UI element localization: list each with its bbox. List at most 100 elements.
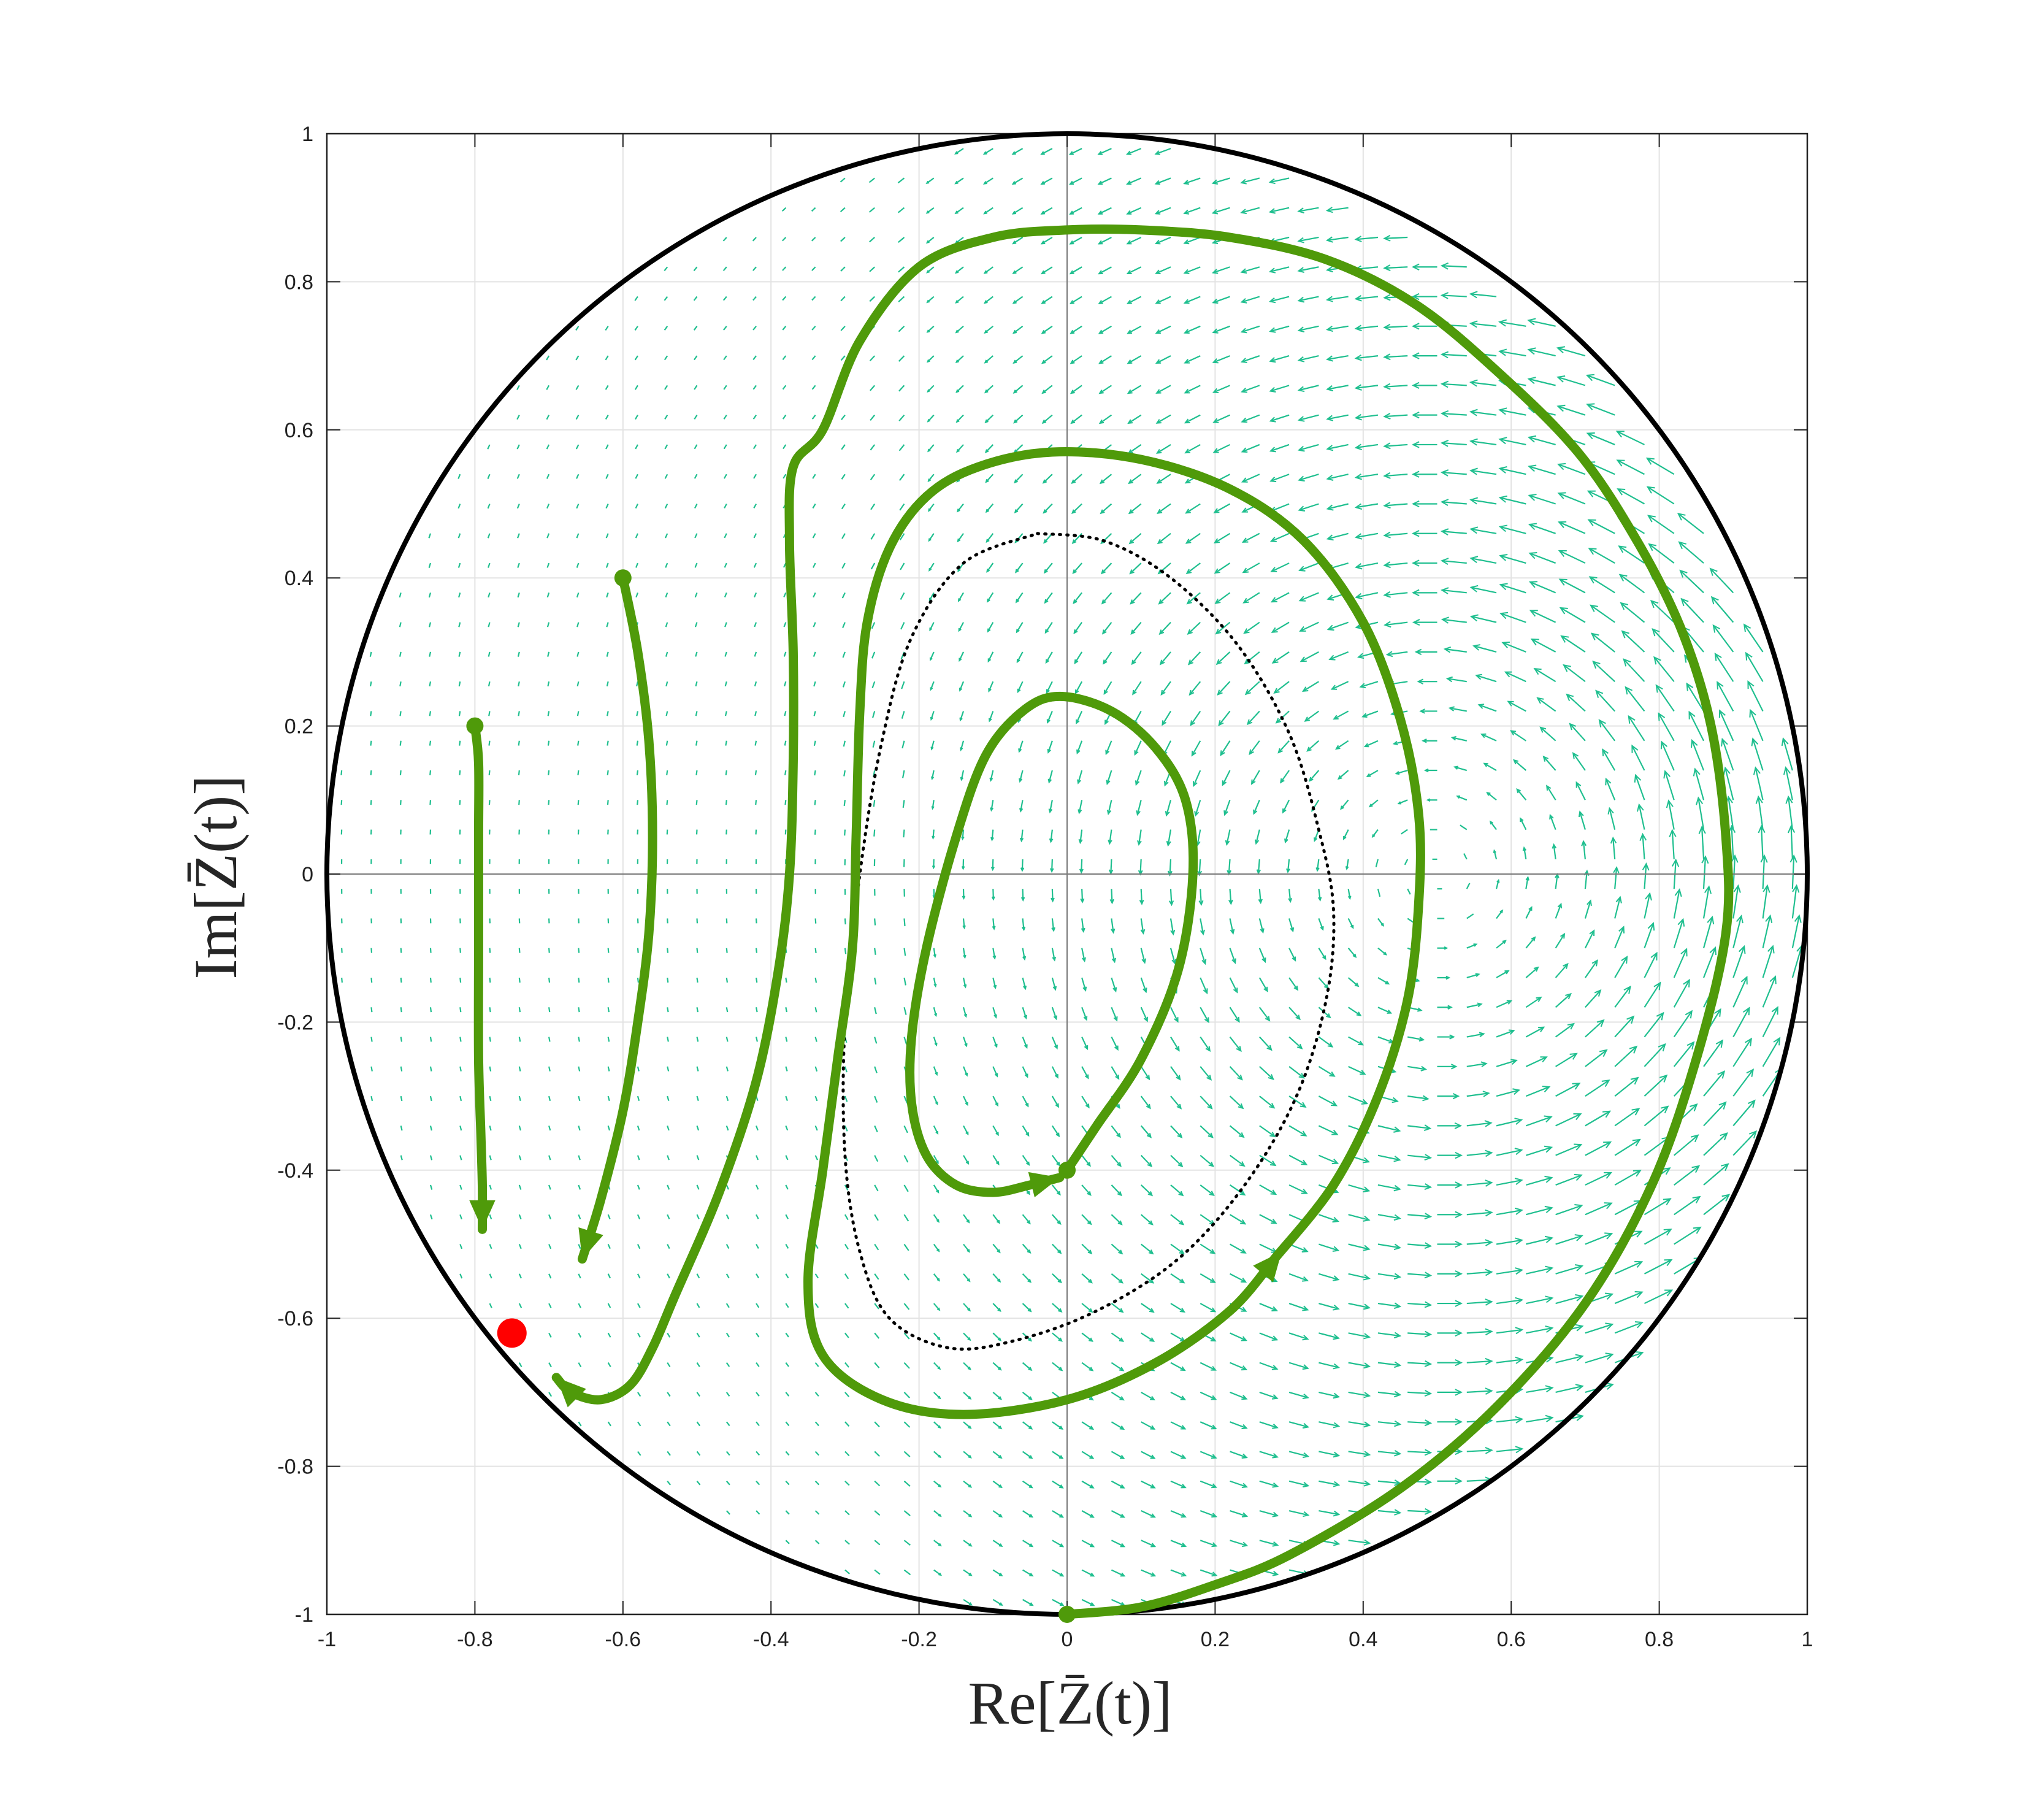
vector-arrowhead [1333,1481,1341,1487]
vector-arrowhead [1190,720,1195,726]
vector-arrow [1251,770,1260,784]
vector-arrow [1365,740,1379,748]
vector-arrow [959,651,965,661]
vector-arrow [1103,651,1112,664]
vector-arrowhead [1297,356,1305,362]
vector-arrowhead [1097,150,1103,155]
vector-arrowhead [1514,1148,1523,1155]
vector-arrow [1681,598,1704,623]
vector-arrow [1170,1540,1186,1547]
vector-arrow [1140,1154,1152,1167]
vector-arrow [429,800,432,805]
vector-arrow [1407,1214,1431,1218]
vector-arrow [664,266,668,272]
vector-arrowhead [1272,1482,1279,1488]
vector-arrowhead [1211,1365,1217,1371]
vector-arrow [428,562,432,568]
vector-arrow [963,1598,972,1606]
vector-arrow [725,1126,729,1131]
vector-arrowhead [1089,1367,1094,1371]
vector-arrow [1329,651,1349,661]
vector-arrow [903,1392,911,1398]
vector-arrow [785,1243,789,1249]
vector-arrow [1041,237,1053,245]
vector-arrow [1543,756,1556,771]
vector-arrow [903,1540,911,1546]
vector-arrowhead [1127,389,1133,394]
vector-arrowhead [1498,348,1507,356]
vector-arrow [1500,613,1526,623]
vector-arrow [1155,236,1171,245]
vector-arrow [990,770,994,781]
vector-arrow [489,1214,492,1220]
fixed-point-marker [497,1318,527,1348]
vector-arrow [1271,562,1290,572]
vector-arrow [1558,521,1586,534]
vector-arrow [984,296,993,304]
vector-arrow [985,414,994,423]
vector-arrow [1348,1391,1370,1397]
vector-arrow [1528,436,1556,446]
vector-arrowhead [1083,1016,1088,1021]
vector-arrow [1496,1149,1522,1156]
vector-arrow [1614,986,1631,1008]
vector-arrow [784,740,787,746]
vector-arrow [518,1273,522,1279]
vector-arrowhead [1265,1016,1271,1022]
vector-arrow [955,148,964,155]
vector-arrowhead [1322,955,1326,961]
vector-arrowhead [1089,1455,1095,1459]
vector-arrowhead [1331,1129,1339,1135]
vector-arrow [1703,1132,1728,1156]
vector-arrowhead [1392,740,1398,746]
vector-arrowhead [1119,1454,1125,1459]
vector-arrow [1732,1007,1750,1038]
vector-arrowhead [1022,985,1027,991]
vector-arrow [869,296,875,302]
vector-arrow [754,711,757,716]
vector-arrow [992,1510,1002,1517]
vector-arrow [489,1007,491,1013]
vector-arrowhead [1337,775,1342,780]
vector-arrowhead [1591,959,1598,967]
vector-arrow [963,1540,972,1547]
vector-arrowhead [962,925,966,930]
vector-arrowhead [1208,1161,1214,1167]
vector-arrowhead [1108,869,1114,875]
vector-arrow [546,415,550,420]
vector-arrowhead [1424,1213,1433,1220]
vector-arrowhead [1469,614,1479,622]
vector-arrow [607,1273,611,1279]
vector-arrowhead [1563,664,1571,672]
vector-arrow [1111,1540,1125,1548]
vector-arrow [1460,824,1468,830]
vector-arrow [1463,853,1468,860]
vector-arrow [990,800,994,811]
vector-arrow [1288,1332,1308,1340]
vector-arrowhead [1302,1364,1309,1370]
vector-arrow [1588,548,1615,564]
vector-arrow [1012,296,1024,304]
vector-arrow [1042,414,1053,424]
vector-arrow [605,355,609,361]
vector-arrow [1595,690,1615,712]
vector-arrow [725,770,727,776]
vector-arrowhead [1394,1361,1402,1368]
vector-arrow [578,1126,581,1131]
vector-arrowhead [1634,1321,1644,1329]
vector-arrow [1673,919,1684,949]
vector-arrow [812,503,816,509]
vector-arrow [1791,945,1803,978]
vector-arrow [933,1007,937,1016]
vector-arrow [1130,592,1142,604]
vector-arrow [1229,977,1238,993]
vector-arrow [459,1095,462,1102]
vector-arrowhead [1736,915,1744,924]
vector-arrow [1070,148,1082,155]
vector-arrow [1259,1214,1277,1224]
vector-arrow [756,1184,759,1190]
vector-arrow [814,1066,818,1072]
vector-arrowhead [1325,266,1333,273]
vector-arrow [992,948,996,959]
vector-arrow [1701,827,1705,859]
